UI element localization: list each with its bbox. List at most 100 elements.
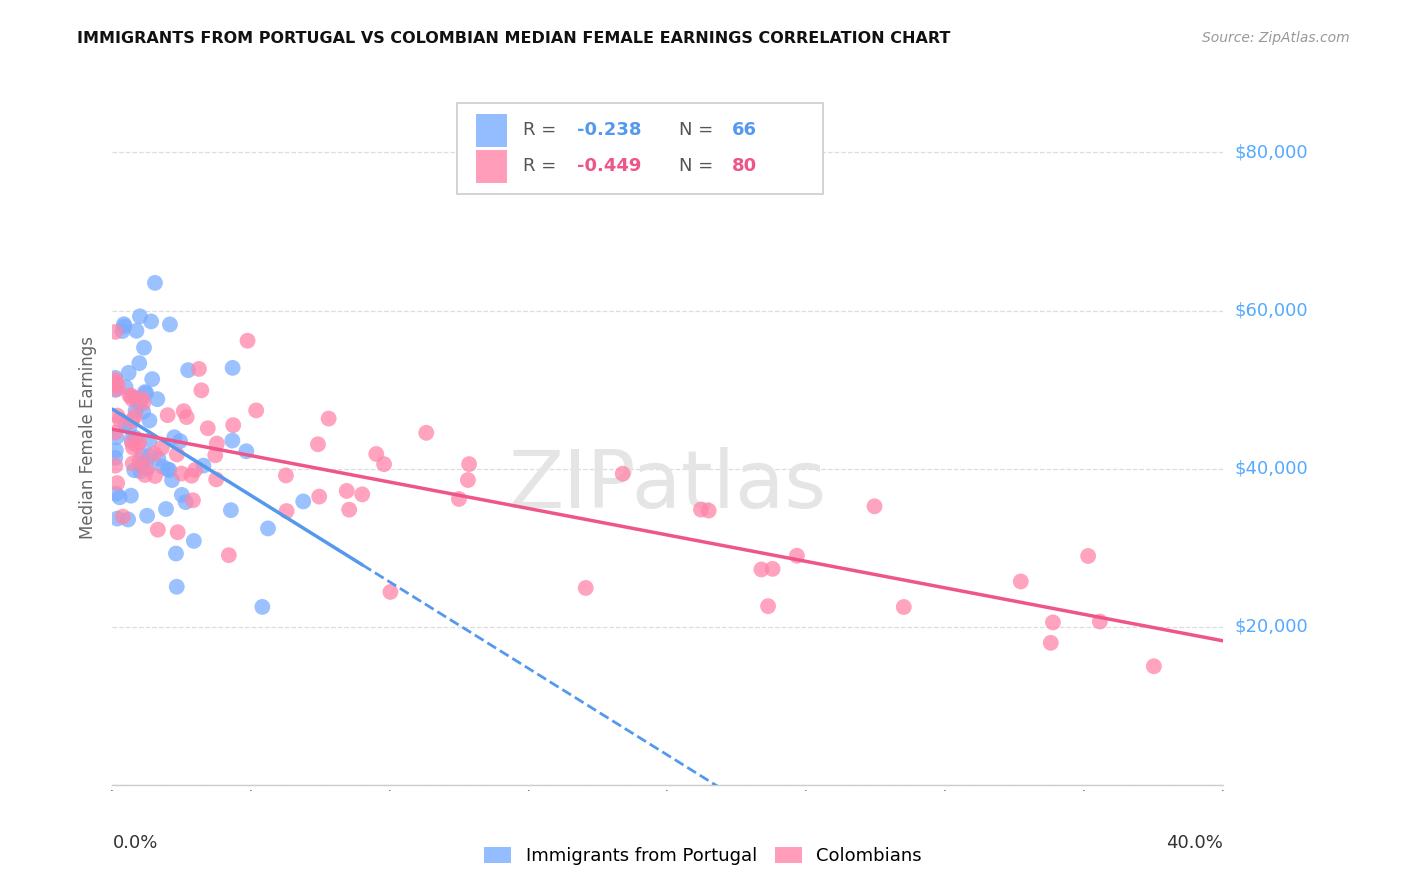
Point bbox=[104, 450, 127, 465]
Point bbox=[169, 434, 191, 448]
Point bbox=[105, 511, 128, 525]
Point bbox=[104, 376, 127, 390]
Point bbox=[117, 366, 139, 380]
Text: N =: N = bbox=[679, 157, 718, 176]
Point bbox=[108, 491, 131, 505]
Point bbox=[138, 449, 160, 463]
Text: N =: N = bbox=[679, 121, 718, 139]
Point bbox=[139, 314, 162, 328]
Point bbox=[181, 493, 204, 508]
Point bbox=[245, 403, 267, 417]
Point bbox=[219, 503, 242, 517]
Point bbox=[125, 324, 148, 338]
Point bbox=[105, 487, 128, 501]
Point bbox=[105, 409, 128, 423]
Point bbox=[117, 512, 139, 526]
Point bbox=[257, 521, 280, 535]
Point bbox=[157, 463, 180, 477]
Point bbox=[352, 487, 374, 501]
Point bbox=[155, 502, 177, 516]
Text: R =: R = bbox=[523, 157, 562, 176]
Point bbox=[136, 508, 159, 523]
Point bbox=[122, 463, 145, 477]
Point bbox=[124, 431, 146, 445]
Point bbox=[156, 462, 179, 476]
Point bbox=[104, 373, 127, 387]
Text: -0.449: -0.449 bbox=[576, 157, 641, 176]
Point bbox=[122, 441, 145, 455]
Point bbox=[104, 383, 127, 397]
Point bbox=[111, 509, 134, 524]
Point bbox=[156, 408, 179, 422]
Point bbox=[235, 444, 257, 458]
Point bbox=[166, 525, 188, 540]
Point bbox=[128, 397, 150, 411]
Text: 80: 80 bbox=[733, 157, 758, 176]
Point bbox=[143, 447, 166, 461]
Point bbox=[132, 405, 155, 419]
Point bbox=[1077, 549, 1099, 563]
Point bbox=[104, 325, 127, 339]
Point bbox=[105, 430, 128, 444]
Point bbox=[1143, 659, 1166, 673]
Point bbox=[893, 600, 915, 615]
Point bbox=[114, 380, 136, 394]
Point bbox=[138, 434, 160, 448]
Point bbox=[373, 457, 395, 471]
Point bbox=[118, 420, 141, 434]
Point bbox=[159, 318, 181, 332]
Point bbox=[125, 391, 148, 405]
Point bbox=[105, 382, 128, 396]
Point bbox=[114, 319, 136, 334]
Point bbox=[786, 549, 808, 563]
Point bbox=[135, 386, 157, 401]
Point bbox=[107, 378, 129, 392]
Point bbox=[129, 310, 152, 324]
Point bbox=[166, 447, 188, 461]
Y-axis label: Median Female Earnings: Median Female Earnings bbox=[79, 335, 97, 539]
Text: 40.0%: 40.0% bbox=[1167, 834, 1223, 852]
Text: $60,000: $60,000 bbox=[1234, 301, 1308, 319]
Point bbox=[173, 404, 195, 418]
Point bbox=[751, 562, 773, 576]
Point bbox=[366, 447, 388, 461]
FancyBboxPatch shape bbox=[475, 113, 506, 147]
Point bbox=[115, 417, 138, 432]
Point bbox=[128, 435, 150, 450]
Point bbox=[218, 548, 240, 562]
Point bbox=[380, 585, 402, 599]
Point bbox=[104, 371, 127, 385]
Point bbox=[252, 599, 274, 614]
Point bbox=[128, 356, 150, 370]
Text: -0.238: -0.238 bbox=[576, 121, 641, 139]
Point bbox=[337, 502, 360, 516]
Point bbox=[121, 456, 143, 470]
Point bbox=[165, 547, 187, 561]
Point bbox=[163, 430, 186, 444]
Point bbox=[135, 460, 157, 475]
Point bbox=[176, 410, 198, 425]
Legend: Immigrants from Portugal, Colombians: Immigrants from Portugal, Colombians bbox=[475, 838, 931, 874]
Point bbox=[166, 580, 188, 594]
Point bbox=[170, 488, 193, 502]
Point bbox=[204, 448, 226, 462]
Point bbox=[132, 341, 155, 355]
Point bbox=[124, 409, 146, 423]
Point bbox=[141, 372, 163, 386]
Text: IMMIGRANTS FROM PORTUGAL VS COLOMBIAN MEDIAN FEMALE EARNINGS CORRELATION CHART: IMMIGRANTS FROM PORTUGAL VS COLOMBIAN ME… bbox=[77, 31, 950, 46]
Point bbox=[131, 392, 153, 406]
Point bbox=[120, 389, 142, 403]
Point bbox=[121, 414, 143, 428]
Point bbox=[236, 334, 259, 348]
Point bbox=[193, 458, 215, 473]
Point bbox=[447, 491, 470, 506]
Point bbox=[690, 502, 713, 516]
Point bbox=[457, 473, 479, 487]
Point bbox=[132, 396, 155, 410]
Point bbox=[336, 483, 359, 498]
FancyBboxPatch shape bbox=[475, 150, 506, 183]
Point bbox=[148, 451, 170, 466]
Point bbox=[197, 421, 219, 435]
Point bbox=[458, 457, 481, 471]
Point bbox=[184, 463, 207, 477]
